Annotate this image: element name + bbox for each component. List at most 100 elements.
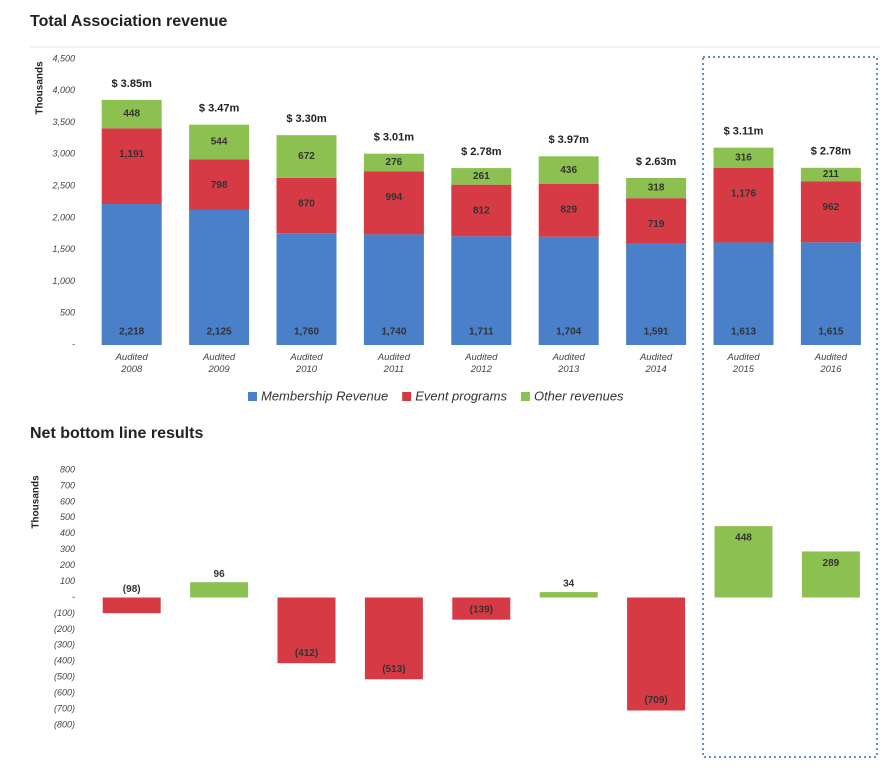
- value-label: (513): [382, 664, 405, 675]
- y-tick-label: 300: [60, 544, 75, 554]
- value-label: 2,125: [207, 327, 232, 338]
- y-tick-label: 600: [60, 496, 75, 506]
- value-label: 1,615: [818, 327, 843, 338]
- bar-segment: [800, 181, 861, 243]
- y-tick-label: 400: [60, 528, 75, 538]
- bar-segment: [451, 236, 512, 345]
- y-tick-label: (200): [54, 624, 75, 634]
- y-tick-label: (800): [54, 719, 75, 729]
- bar: [364, 597, 423, 680]
- value-label: 1,711: [469, 327, 494, 338]
- bar: [539, 592, 598, 598]
- bar-segment: [538, 156, 599, 185]
- value-label: 276: [386, 157, 403, 168]
- value-label: 436: [560, 165, 577, 176]
- bar-segment: [538, 184, 599, 237]
- total-label: $ 3.85m: [112, 78, 153, 90]
- y-tick-label: (400): [54, 656, 75, 666]
- bar-segment: [713, 242, 774, 345]
- y-tick-label: (700): [54, 703, 75, 713]
- y-tick-label: 3,000: [52, 149, 75, 159]
- legend-swatch: [248, 392, 257, 401]
- value-label: (412): [295, 648, 318, 659]
- x-tick-label: Audited 2013: [552, 352, 586, 375]
- bar-segment: [538, 236, 599, 345]
- x-tick-label: Audited 2010: [289, 352, 323, 375]
- y-tick-label: 2,000: [51, 212, 75, 222]
- x-tick-label: Audited 2008: [115, 352, 149, 375]
- bar: [277, 597, 336, 664]
- bar-segment: [276, 177, 337, 234]
- value-label: 448: [735, 533, 752, 544]
- total-label: $ 3.47m: [199, 103, 240, 115]
- bar-segment: [626, 198, 687, 244]
- legend-label: Event programs: [415, 388, 507, 403]
- bar: [801, 551, 860, 598]
- x-tick-label: Audited 2016: [814, 352, 848, 375]
- y-tick-label: 100: [60, 576, 75, 586]
- value-label: 448: [123, 109, 140, 120]
- y-tick-label: 700: [60, 480, 75, 490]
- value-label: (709): [644, 695, 667, 706]
- y-tick-label: 4,500: [52, 53, 75, 63]
- chart-title: Net bottom line results: [30, 425, 203, 442]
- bar: [714, 526, 773, 598]
- y-tick-label: 1,500: [52, 244, 75, 254]
- value-label: 829: [560, 205, 577, 216]
- value-label: 798: [211, 180, 228, 191]
- y-tick-label: 3,500: [52, 117, 75, 127]
- total-label: $ 3.97m: [549, 134, 590, 146]
- bar-segment: [101, 204, 162, 345]
- bar-segment: [101, 99, 162, 129]
- y-axis-label: Thousands: [35, 61, 46, 115]
- bar: [190, 582, 249, 598]
- value-label: 1,176: [731, 188, 756, 199]
- x-tick-label: Audited 2011: [377, 352, 411, 375]
- value-label: 544: [211, 137, 228, 148]
- y-tick-label: 1,000: [52, 276, 75, 286]
- value-label: 994: [386, 192, 403, 203]
- y-tick-label: -: [72, 592, 75, 602]
- bar-segment: [189, 124, 250, 160]
- y-tick-label: (500): [54, 672, 75, 682]
- bar-segment: [276, 233, 337, 345]
- total-label: $ 3.30m: [286, 113, 327, 125]
- value-label: 289: [823, 558, 840, 569]
- total-label: $ 3.01m: [374, 132, 415, 144]
- total-label: $ 2.63m: [636, 156, 677, 168]
- bar: [452, 597, 511, 620]
- bar-segment: [363, 234, 424, 345]
- x-tick-label: Audited 2014: [639, 352, 673, 375]
- value-label: 1,613: [731, 327, 756, 338]
- bar-segment: [713, 147, 774, 168]
- bar-segment: [626, 243, 687, 345]
- total-label: $ 2.78m: [461, 146, 502, 158]
- total-label: $ 2.78m: [811, 146, 852, 158]
- value-label: (98): [123, 584, 141, 595]
- bar-segment: [363, 171, 424, 235]
- bar-segment: [451, 168, 512, 185]
- legend-label: Other revenues: [534, 388, 624, 403]
- value-label: 812: [473, 205, 490, 216]
- value-label: 34: [563, 579, 575, 590]
- y-axis-label: Thousands: [31, 475, 42, 529]
- x-tick-label: Audited 2012: [464, 352, 498, 375]
- value-label: 316: [735, 152, 752, 163]
- value-label: 318: [648, 183, 665, 194]
- total-label: $ 3.11m: [724, 126, 764, 138]
- value-label: 2,218: [119, 327, 144, 338]
- x-tick-label: Audited 2015: [726, 352, 760, 375]
- value-label: 1,191: [119, 149, 144, 160]
- value-label: 962: [823, 202, 840, 213]
- value-label: 261: [473, 171, 490, 182]
- value-label: 1,704: [556, 327, 581, 338]
- value-label: 672: [298, 151, 315, 162]
- value-label: 1,591: [644, 327, 669, 338]
- x-tick-label: Audited 2009: [202, 352, 236, 375]
- y-tick-label: 500: [60, 512, 75, 522]
- bar: [102, 597, 161, 614]
- bar-segment: [713, 167, 774, 243]
- bar-segment: [363, 153, 424, 172]
- y-tick-label: 2,500: [51, 180, 75, 190]
